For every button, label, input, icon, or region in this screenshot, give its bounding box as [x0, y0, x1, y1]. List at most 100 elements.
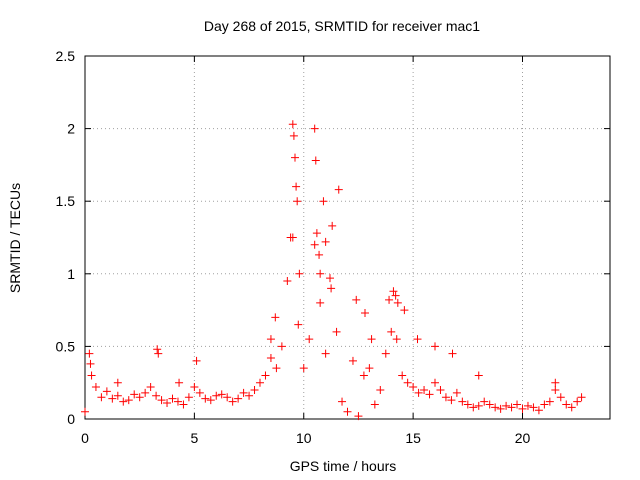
data-point [310, 240, 319, 249]
data-point [436, 385, 445, 394]
data-point [577, 393, 586, 402]
data-point [195, 388, 204, 397]
y-tick-label: 0.5 [56, 338, 76, 354]
data-point [184, 393, 193, 402]
x-tick-label: 15 [405, 430, 421, 446]
chart-title: Day 268 of 2015, SRMTID for receiver mac… [204, 18, 480, 34]
data-point [562, 400, 571, 409]
x-axis-label: GPS time / hours [290, 458, 397, 474]
data-point [400, 306, 409, 315]
data-point [523, 401, 532, 410]
data-point [108, 394, 117, 403]
data-point [469, 403, 478, 412]
data-point [153, 345, 162, 354]
data-point [365, 364, 374, 373]
y-tick-label: 2.5 [56, 48, 76, 64]
data-point [431, 378, 439, 387]
y-tick-label: 0 [67, 411, 75, 427]
data-point [212, 391, 221, 400]
data-point [326, 274, 334, 283]
data-point [146, 383, 155, 392]
data-point [113, 391, 122, 400]
data-point [119, 397, 128, 406]
x-tick-label: 0 [81, 430, 89, 446]
data-point [291, 153, 299, 162]
data-point [420, 385, 429, 394]
data-point [305, 335, 314, 344]
data-point [534, 406, 543, 415]
data-point [327, 284, 336, 293]
data-point [289, 131, 298, 140]
x-tick-label: 10 [296, 430, 312, 446]
data-point [425, 390, 434, 399]
data-point [398, 371, 407, 380]
data-point [338, 397, 347, 406]
y-tick-label: 2 [67, 121, 75, 137]
data-point [409, 383, 418, 392]
data-point [283, 277, 292, 286]
data-point [474, 401, 483, 410]
x-tick-label: 20 [515, 430, 531, 446]
data-point [228, 397, 237, 406]
data-point [370, 400, 379, 409]
data-point [141, 388, 150, 397]
data-point [299, 364, 308, 373]
data-points [81, 120, 586, 421]
data-point [157, 396, 166, 405]
data-point [102, 387, 111, 396]
data-point [245, 391, 254, 400]
data-point [239, 388, 248, 397]
data-point [551, 385, 560, 394]
data-point [292, 182, 301, 191]
data-point [86, 359, 95, 368]
data-point [381, 349, 390, 358]
data-point [321, 237, 330, 246]
data-point [190, 383, 199, 392]
data-point [179, 400, 188, 409]
data-point [152, 391, 161, 400]
data-point [567, 403, 576, 412]
data-point [223, 393, 232, 402]
data-point [154, 349, 163, 358]
data-point [311, 156, 320, 165]
data-point [452, 388, 461, 397]
data-point [266, 335, 275, 344]
data-point [334, 185, 343, 194]
data-point [507, 403, 516, 412]
data-point [256, 378, 264, 387]
data-point [485, 400, 494, 409]
data-point [310, 124, 319, 133]
data-point [277, 342, 286, 351]
data-point [173, 397, 182, 406]
data-point [414, 388, 423, 397]
data-point [130, 390, 139, 399]
data-point [124, 396, 133, 405]
data-point [385, 295, 394, 304]
data-point [463, 400, 472, 409]
data-point [496, 404, 505, 413]
data-point [97, 393, 106, 402]
data-point [175, 378, 184, 387]
data-point [392, 335, 401, 344]
data-point [458, 397, 467, 406]
data-point [348, 356, 357, 365]
data-point [332, 327, 341, 336]
data-point [316, 269, 325, 278]
data-point [413, 335, 422, 344]
data-point [540, 400, 549, 409]
data-point [551, 378, 560, 387]
data-point [316, 298, 325, 307]
data-point [391, 291, 400, 300]
data-point [91, 383, 100, 392]
data-point [87, 371, 96, 380]
data-point [201, 394, 210, 403]
data-point [545, 397, 554, 406]
axis-ticks: 0 5 10 15 20 0 0.5 1 1.5 2 2.5 [56, 48, 610, 446]
data-point [206, 396, 215, 405]
data-point [393, 298, 402, 307]
data-point [315, 250, 324, 259]
data-point [261, 371, 270, 380]
grid-lines [85, 56, 610, 419]
data-point [293, 197, 302, 206]
